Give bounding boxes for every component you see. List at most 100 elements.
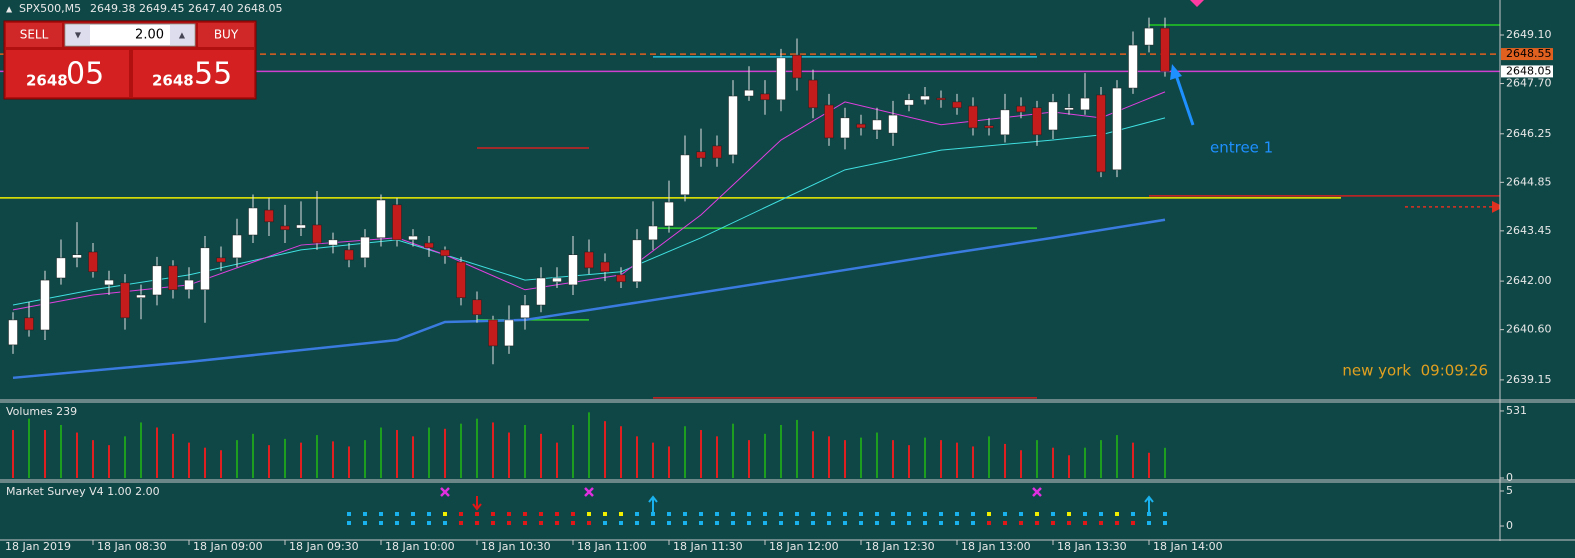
candle-body [504,319,514,347]
candle-body [152,265,162,296]
signal-dot [859,512,863,516]
signal-dot [843,521,847,525]
candle-body [1160,27,1170,72]
y-tick-label: 2639.15 [1506,373,1552,386]
candle-body [792,54,802,79]
bid-pips: 05 [66,57,104,92]
sell-button[interactable] [6,23,62,47]
signal-dot [635,512,639,516]
signal-dot [443,521,447,525]
trade-panel: SELL ▼ ▲ 2.00 BUY 2648 05 2648 55 [3,20,257,100]
candle-body [248,207,258,236]
signal-dot [891,521,895,525]
x-tick-label: 18 Jan 10:30 [481,540,551,553]
candle-body [552,277,562,283]
candle-body [216,257,226,263]
lot-down[interactable] [66,25,90,45]
candle-body [520,304,530,319]
price-tag-label: 2648.55 [1506,47,1552,60]
y-tick-label: 2643.45 [1506,224,1552,237]
signal-dot [955,521,959,525]
quote: 2649.38 2649.45 2647.40 2648.05 [90,2,282,15]
frame [0,0,1575,541]
y-tick-label: 5 [1506,484,1513,497]
entry-note: entree 1 [1210,139,1273,157]
candle-body [952,101,962,109]
signal-dot [683,512,687,516]
signal-diamond [1190,0,1204,7]
indicator-line [12,218,1166,380]
x-tick-label: 18 Jan 08:30 [97,540,167,553]
signal-dot [1083,521,1087,525]
signal-dot [955,512,959,516]
x-tick-label: 18 Jan 12:00 [769,540,839,553]
up-arrow [648,495,658,513]
candle-body [1016,105,1026,113]
symbol: SPX500,M5 [19,2,81,15]
signal-dot [667,521,671,525]
y-tick-label: 0 [1506,519,1513,532]
signal-dot [1131,512,1135,516]
signal-dot [523,521,527,525]
ask-box[interactable] [133,50,254,97]
signal-dot [379,521,383,525]
signal-dot [1083,512,1087,516]
x-tick-label: 18 Jan 13:00 [961,540,1031,553]
buy-button[interactable] [198,23,254,47]
candle-body [280,225,290,231]
candle-body [1080,97,1090,111]
candle-body [488,319,498,347]
candle-body [888,114,898,134]
signal-dot [667,512,671,516]
candle-body [1112,87,1122,171]
signal-dot [923,521,927,525]
candle-body [8,319,18,346]
signal-dot [875,512,879,516]
signal-dot [971,512,975,516]
signal-dot [651,512,655,516]
signal-dot [971,521,975,525]
y-tick-label: 2649.10 [1506,28,1552,41]
signal-dot [539,512,543,516]
candle-body [360,236,370,259]
signal-dot [651,521,655,525]
signal-dot [1163,512,1167,516]
candle-body [664,201,674,227]
signal-dot [1019,512,1023,516]
x-tick-label: 18 Jan 11:00 [577,540,647,553]
signal-dot [699,512,703,516]
signal-dot [459,512,463,516]
x-tick-label: 18 Jan 09:00 [193,540,263,553]
candle-body [904,99,914,106]
candle-body [440,249,450,257]
signal-dot [475,512,479,516]
signal-dot [1147,512,1151,516]
candle-body [40,279,50,331]
y-tick-label: 2646.25 [1506,127,1552,140]
signal-dot [491,512,495,516]
lot-input[interactable] [64,23,196,47]
signal-dot [811,521,815,525]
candle-body [328,239,338,246]
signal-dot [635,521,639,525]
sell-label: SELL [20,28,49,42]
signal-dot [1131,521,1135,525]
candle-body [312,224,322,244]
y-tick-label: 2640.60 [1506,323,1552,336]
signal-dot [395,521,399,525]
signal-dot [1115,521,1119,525]
signal-dot [891,512,895,516]
signal-dot [939,521,943,525]
signal-dot [571,512,575,516]
candle-body [840,117,850,139]
lot-up-icon: ▲ [179,31,186,40]
candle-body [744,89,754,97]
candle-body [728,95,738,156]
bid-box[interactable] [6,50,129,97]
signal-dot [459,521,463,525]
panel-title: Volumes 239 [6,405,77,418]
signal-dot [747,512,751,516]
signal-dot [363,521,367,525]
lot-up[interactable] [170,25,194,45]
